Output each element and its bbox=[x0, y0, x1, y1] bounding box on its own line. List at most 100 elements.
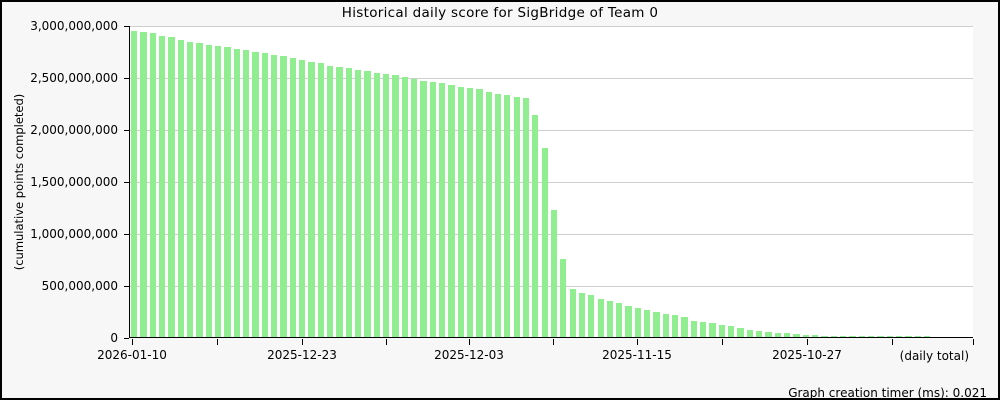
daily-score-bar bbox=[849, 336, 856, 337]
daily-score-bar bbox=[858, 336, 866, 337]
daily-score-bar bbox=[802, 335, 810, 337]
daily-score-bar bbox=[429, 82, 436, 337]
daily-score-bar bbox=[681, 317, 688, 337]
daily-score-bar bbox=[280, 56, 287, 337]
daily-score-bar bbox=[578, 293, 586, 337]
daily-score-bar bbox=[700, 322, 707, 337]
y-axis-tick-label: 500,000,000 bbox=[41, 279, 118, 293]
daily-score-bar bbox=[140, 32, 147, 337]
y-axis-tick bbox=[124, 26, 129, 27]
x-axis-tick bbox=[807, 339, 808, 345]
daily-score-bar bbox=[840, 336, 847, 337]
daily-score-bar bbox=[569, 289, 576, 337]
daily-score-bar bbox=[224, 47, 231, 337]
daily-score-bar bbox=[690, 321, 698, 337]
daily-total-note: (daily total) bbox=[899, 349, 969, 363]
y-axis-tick-label: 1,000,000,000 bbox=[30, 227, 118, 241]
daily-score-bar bbox=[177, 40, 184, 337]
y-axis-tick-label: 2,500,000,000 bbox=[30, 71, 118, 85]
gridline bbox=[130, 130, 973, 131]
daily-score-bar bbox=[522, 98, 530, 337]
daily-score-bar bbox=[653, 312, 660, 337]
daily-score-bar bbox=[737, 328, 744, 337]
daily-score-bar bbox=[877, 336, 884, 337]
x-axis-tick-label: 2025-12-23 bbox=[267, 348, 337, 362]
daily-score-bar bbox=[765, 332, 772, 337]
daily-score-bar bbox=[382, 74, 390, 337]
gridline bbox=[130, 78, 973, 79]
daily-score-bar bbox=[448, 85, 455, 337]
x-axis-tick bbox=[892, 339, 893, 345]
y-axis-tick bbox=[124, 234, 129, 235]
x-axis-tick bbox=[132, 339, 133, 345]
daily-score-bar bbox=[336, 67, 343, 337]
daily-score-bar bbox=[504, 95, 511, 337]
x-axis-tick-label: 2025-11-15 bbox=[602, 348, 672, 362]
y-axis-tick bbox=[124, 182, 129, 183]
x-axis-tick bbox=[386, 339, 387, 345]
daily-score-bar bbox=[298, 60, 306, 337]
daily-score-bar bbox=[261, 53, 268, 337]
daily-score-bar bbox=[410, 79, 418, 337]
daily-score-bar bbox=[541, 148, 548, 337]
daily-score-bar bbox=[233, 49, 240, 337]
x-axis-tick bbox=[553, 339, 554, 345]
daily-score-bar bbox=[924, 336, 931, 337]
y-axis-tick bbox=[124, 286, 129, 287]
daily-score-bar bbox=[420, 81, 427, 337]
daily-score-bar bbox=[886, 336, 894, 337]
y-axis-tick-label: 0 bbox=[110, 331, 118, 345]
daily-score-bar bbox=[373, 73, 380, 337]
y-axis-tick-label: 2,000,000,000 bbox=[30, 123, 118, 137]
x-axis-tick bbox=[217, 339, 218, 345]
daily-score-bar bbox=[774, 333, 782, 337]
daily-score-bar bbox=[149, 33, 156, 337]
daily-score-bar bbox=[186, 42, 194, 337]
y-axis-tick bbox=[124, 130, 129, 131]
daily-score-bar bbox=[401, 77, 408, 337]
daily-score-bar bbox=[644, 310, 651, 337]
daily-score-bar bbox=[196, 43, 203, 337]
daily-score-bar bbox=[662, 314, 670, 337]
gridline bbox=[130, 182, 973, 183]
y-axis-tick bbox=[124, 338, 129, 339]
daily-score-bar bbox=[709, 323, 716, 337]
daily-score-bar bbox=[746, 330, 754, 337]
daily-score-bar bbox=[830, 336, 838, 337]
daily-score-bar bbox=[392, 75, 399, 337]
daily-score-bar bbox=[606, 301, 614, 337]
daily-score-bar bbox=[550, 210, 558, 337]
daily-score-bar bbox=[597, 299, 604, 337]
daily-score-bar bbox=[345, 68, 352, 337]
daily-score-bar bbox=[728, 326, 735, 337]
daily-score-bar bbox=[672, 315, 679, 337]
daily-score-bar bbox=[438, 83, 446, 337]
daily-score-bar bbox=[896, 336, 903, 337]
daily-score-bar bbox=[168, 37, 175, 337]
daily-score-bar bbox=[131, 31, 138, 337]
daily-score-bar bbox=[718, 325, 726, 337]
y-axis-tick-label: 3,000,000,000 bbox=[30, 19, 118, 33]
daily-score-bar bbox=[793, 334, 800, 337]
daily-score-bar bbox=[494, 94, 502, 337]
daily-score-bar bbox=[485, 92, 492, 337]
daily-score-bar bbox=[252, 52, 259, 337]
daily-score-bar bbox=[914, 336, 922, 337]
chart-title: Historical daily score for SigBridge of … bbox=[341, 5, 659, 21]
graph-creation-timer-text: Graph creation timer (ms): 0.021 bbox=[788, 386, 987, 400]
daily-score-bar bbox=[308, 62, 315, 337]
daily-score-bar bbox=[466, 88, 474, 337]
x-axis-tick bbox=[722, 339, 723, 345]
daily-score-bar bbox=[868, 336, 875, 337]
daily-score-bar bbox=[905, 336, 912, 337]
daily-score-bar bbox=[317, 63, 324, 337]
x-axis-tick bbox=[973, 339, 974, 345]
daily-score-bar bbox=[457, 87, 464, 337]
daily-score-bar bbox=[364, 71, 371, 337]
y-axis-tick bbox=[124, 78, 129, 79]
daily-score-bar bbox=[532, 115, 539, 337]
daily-score-bar bbox=[812, 335, 819, 337]
daily-score-bar bbox=[354, 70, 362, 337]
daily-score-bar bbox=[326, 66, 334, 337]
